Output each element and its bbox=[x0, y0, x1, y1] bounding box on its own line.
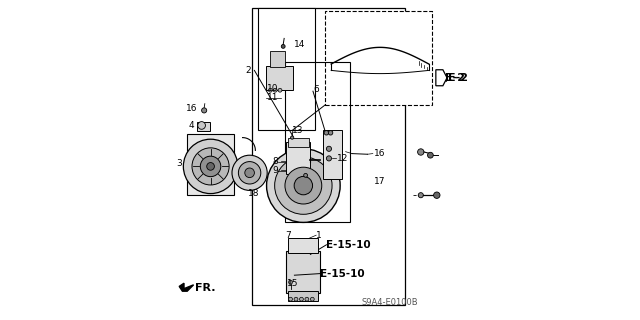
Bar bbox=[187, 134, 234, 195]
Text: 18: 18 bbox=[248, 189, 259, 198]
Circle shape bbox=[207, 163, 214, 170]
Circle shape bbox=[326, 156, 332, 161]
Bar bbox=[288, 291, 319, 301]
Bar bbox=[287, 251, 320, 293]
Text: S9A4-E0100B: S9A4-E0100B bbox=[362, 298, 418, 307]
Text: 6: 6 bbox=[313, 85, 319, 94]
Circle shape bbox=[300, 297, 303, 301]
Circle shape bbox=[419, 193, 424, 198]
Text: 9: 9 bbox=[273, 166, 278, 175]
Circle shape bbox=[282, 44, 285, 48]
Circle shape bbox=[305, 297, 309, 301]
Bar bbox=[258, 8, 316, 130]
Circle shape bbox=[417, 149, 424, 155]
Circle shape bbox=[202, 108, 207, 113]
Bar bbox=[325, 11, 433, 105]
Circle shape bbox=[273, 88, 277, 92]
Bar bbox=[197, 122, 210, 131]
Circle shape bbox=[278, 88, 282, 92]
Circle shape bbox=[198, 122, 205, 129]
Text: 8: 8 bbox=[273, 157, 278, 166]
Text: E-15-10: E-15-10 bbox=[320, 269, 365, 279]
Circle shape bbox=[289, 280, 292, 284]
Circle shape bbox=[289, 297, 292, 301]
Circle shape bbox=[275, 157, 332, 214]
Circle shape bbox=[239, 162, 261, 184]
Circle shape bbox=[232, 155, 268, 190]
Circle shape bbox=[291, 136, 294, 139]
Text: 11: 11 bbox=[267, 93, 278, 102]
Circle shape bbox=[294, 176, 312, 195]
Bar bbox=[287, 142, 310, 174]
Text: 12: 12 bbox=[337, 154, 349, 163]
Circle shape bbox=[192, 148, 229, 185]
Text: 15: 15 bbox=[287, 279, 299, 288]
Circle shape bbox=[267, 149, 340, 222]
Polygon shape bbox=[179, 283, 193, 291]
Bar bbox=[266, 66, 293, 90]
Text: 13: 13 bbox=[292, 126, 303, 135]
Text: 14: 14 bbox=[294, 40, 306, 49]
Text: 17: 17 bbox=[374, 177, 385, 186]
Circle shape bbox=[326, 146, 332, 151]
Bar bbox=[270, 51, 285, 67]
Bar bbox=[323, 130, 342, 179]
Bar bbox=[288, 138, 309, 147]
Text: 2: 2 bbox=[246, 66, 251, 75]
Text: E-2: E-2 bbox=[445, 73, 465, 84]
Circle shape bbox=[200, 156, 221, 177]
Text: E-15-10: E-15-10 bbox=[326, 240, 371, 251]
Text: FR.: FR. bbox=[195, 283, 216, 293]
Circle shape bbox=[244, 168, 255, 178]
Text: E-2: E-2 bbox=[448, 73, 468, 83]
Text: 1: 1 bbox=[316, 231, 322, 240]
Text: 16: 16 bbox=[186, 104, 198, 113]
Text: 16: 16 bbox=[374, 149, 385, 158]
Polygon shape bbox=[436, 70, 447, 86]
Circle shape bbox=[428, 152, 433, 158]
Circle shape bbox=[434, 192, 440, 198]
Bar bbox=[288, 238, 319, 253]
Circle shape bbox=[285, 167, 322, 204]
Circle shape bbox=[328, 131, 333, 135]
Circle shape bbox=[184, 139, 238, 194]
Bar bbox=[285, 62, 351, 222]
Text: 3: 3 bbox=[176, 159, 182, 168]
Circle shape bbox=[310, 297, 314, 301]
Circle shape bbox=[294, 297, 298, 301]
Text: 4: 4 bbox=[189, 121, 195, 130]
Bar bbox=[252, 8, 405, 305]
Circle shape bbox=[324, 131, 329, 135]
Circle shape bbox=[304, 173, 308, 177]
Circle shape bbox=[269, 88, 273, 92]
Text: 7: 7 bbox=[285, 231, 291, 240]
Text: 10: 10 bbox=[267, 84, 278, 93]
